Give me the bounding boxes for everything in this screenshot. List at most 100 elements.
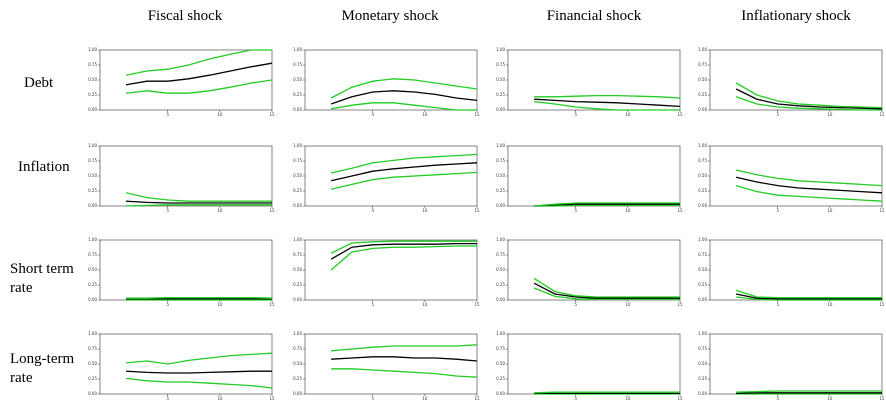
y-tick-label: 0.25 bbox=[496, 92, 505, 97]
series-line bbox=[126, 79, 273, 94]
y-tick-label: 0.50 bbox=[698, 173, 707, 178]
plot-frame bbox=[507, 145, 681, 207]
y-tick-label: 1.00 bbox=[496, 47, 505, 52]
series-line bbox=[534, 204, 680, 207]
plot-frame bbox=[709, 239, 883, 301]
series-line bbox=[126, 296, 273, 299]
y-tick-label: 0.25 bbox=[88, 282, 97, 287]
series-line bbox=[534, 94, 681, 99]
series-line bbox=[330, 78, 478, 99]
series-line bbox=[331, 356, 478, 362]
plot-frame bbox=[99, 145, 273, 207]
series-line bbox=[534, 203, 680, 207]
x-tick-label: 15 bbox=[879, 396, 885, 401]
plot-frame bbox=[507, 333, 681, 395]
x-tick-label: 10 bbox=[217, 396, 223, 401]
x-tick-label: 5 bbox=[776, 302, 779, 307]
series-line bbox=[533, 277, 680, 298]
series-line bbox=[735, 293, 882, 300]
y-tick-label: 0.25 bbox=[698, 188, 707, 193]
y-tick-label: 0.00 bbox=[698, 391, 707, 396]
x-tick-label: 10 bbox=[217, 208, 223, 213]
x-tick-label: 10 bbox=[625, 396, 631, 401]
y-tick-label: 0.75 bbox=[698, 158, 707, 163]
series-line bbox=[735, 88, 883, 110]
series-line bbox=[330, 162, 478, 182]
series-line bbox=[330, 240, 477, 254]
y-tick-label: 0.25 bbox=[293, 282, 302, 287]
y-tick-label: 0.25 bbox=[88, 188, 97, 193]
y-tick-label: 0.25 bbox=[293, 188, 302, 193]
series-line bbox=[735, 169, 883, 187]
y-tick-label: 0.50 bbox=[293, 361, 302, 366]
x-tick-label: 10 bbox=[625, 208, 631, 213]
y-tick-label: 0.75 bbox=[496, 346, 505, 351]
series-line bbox=[125, 62, 273, 86]
y-tick-label: 0.50 bbox=[88, 77, 97, 82]
x-tick-label: 5 bbox=[166, 396, 169, 401]
y-tick-label: 0.00 bbox=[88, 203, 97, 208]
x-tick-label: 10 bbox=[217, 112, 223, 117]
column-title: Inflationary shock bbox=[741, 8, 851, 24]
y-tick-label: 0.00 bbox=[293, 107, 302, 112]
y-tick-label: 0.75 bbox=[698, 252, 707, 257]
y-tick-label: 0.00 bbox=[496, 297, 505, 302]
series-line bbox=[534, 98, 681, 108]
y-tick-label: 0.75 bbox=[88, 62, 97, 67]
y-tick-label: 1.00 bbox=[698, 47, 707, 52]
y-tick-label: 0.75 bbox=[293, 158, 302, 163]
y-tick-label: 1.00 bbox=[88, 237, 97, 242]
y-tick-label: 0.75 bbox=[293, 62, 302, 67]
x-tick-label: 10 bbox=[827, 112, 833, 117]
y-tick-label: 0.50 bbox=[293, 77, 302, 82]
y-tick-label: 0.50 bbox=[698, 361, 707, 366]
x-tick-label: 15 bbox=[677, 396, 683, 401]
series-line bbox=[735, 184, 883, 202]
x-tick-label: 10 bbox=[217, 302, 223, 307]
series-line bbox=[736, 392, 882, 395]
y-tick-label: 0.00 bbox=[293, 391, 302, 396]
series-line bbox=[126, 204, 272, 207]
y-tick-label: 1.00 bbox=[293, 237, 302, 242]
y-tick-label: 1.00 bbox=[293, 47, 302, 52]
x-tick-label: 5 bbox=[574, 302, 577, 307]
series-line bbox=[330, 90, 478, 105]
series-line bbox=[330, 245, 477, 271]
y-tick-label: 1.00 bbox=[88, 47, 97, 52]
y-tick-label: 0.25 bbox=[88, 92, 97, 97]
y-tick-label: 0.50 bbox=[698, 267, 707, 272]
x-tick-label: 15 bbox=[269, 208, 275, 213]
x-tick-label: 5 bbox=[776, 208, 779, 213]
plot-frame bbox=[99, 239, 273, 301]
y-tick-label: 0.00 bbox=[496, 107, 505, 112]
y-tick-label: 0.75 bbox=[496, 252, 505, 257]
y-tick-label: 0.50 bbox=[496, 361, 505, 366]
y-tick-label: 0.75 bbox=[698, 62, 707, 67]
row-label: Long-term rate bbox=[10, 351, 75, 386]
series-line bbox=[126, 352, 273, 365]
x-tick-label: 10 bbox=[625, 302, 631, 307]
y-tick-label: 1.00 bbox=[88, 331, 97, 336]
x-tick-label: 5 bbox=[166, 302, 169, 307]
y-tick-label: 1.00 bbox=[293, 331, 302, 336]
x-tick-label: 15 bbox=[474, 112, 480, 117]
y-tick-label: 0.25 bbox=[496, 188, 505, 193]
y-tick-label: 0.75 bbox=[293, 252, 302, 257]
x-tick-label: 10 bbox=[422, 112, 428, 117]
series-line bbox=[735, 82, 883, 109]
x-tick-label: 5 bbox=[574, 396, 577, 401]
plot-frame bbox=[507, 239, 681, 301]
series-line bbox=[533, 282, 680, 299]
row-label: Debt bbox=[24, 75, 54, 91]
series-line bbox=[126, 200, 272, 204]
y-tick-label: 0.50 bbox=[496, 267, 505, 272]
y-tick-label: 0.00 bbox=[496, 391, 505, 396]
x-tick-label: 15 bbox=[474, 208, 480, 213]
y-tick-label: 1.00 bbox=[698, 143, 707, 148]
y-tick-label: 0.50 bbox=[88, 361, 97, 366]
series-line bbox=[331, 344, 478, 352]
series-line bbox=[735, 96, 882, 111]
y-tick-label: 0.25 bbox=[293, 376, 302, 381]
y-tick-label: 0.50 bbox=[293, 173, 302, 178]
